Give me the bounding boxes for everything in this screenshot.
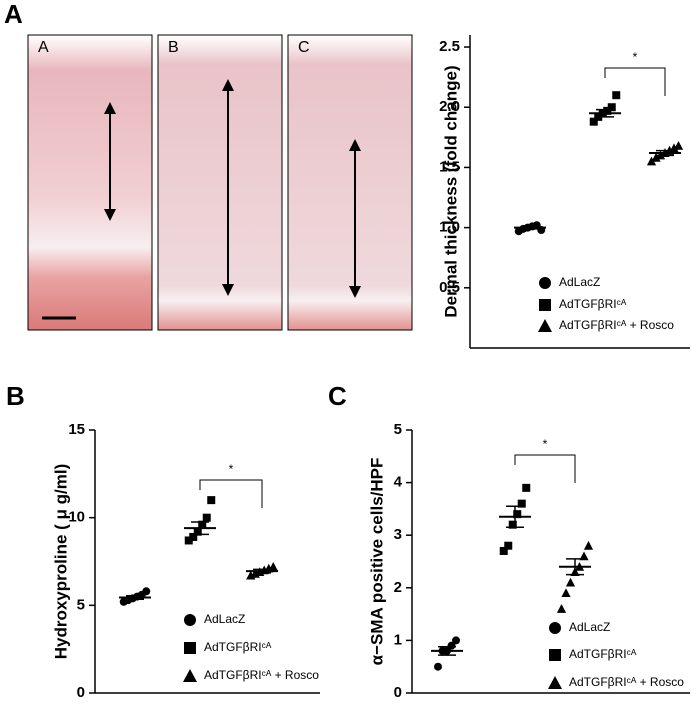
panel-label: C — [328, 381, 347, 411]
dot — [434, 662, 442, 671]
legend-label: AdTGFβRIᶜᴬ — [204, 640, 272, 654]
dot — [202, 513, 211, 522]
y-tick-label: 15 — [68, 421, 85, 438]
dot — [646, 156, 657, 166]
dot — [142, 587, 151, 596]
y-tick-label: 1.5 — [439, 158, 460, 175]
dot — [452, 636, 460, 645]
y-tick-label: 5 — [77, 596, 85, 613]
y-tick-label: 2 — [394, 579, 402, 596]
dot — [589, 117, 598, 126]
legend-label: AdTGFβRIᶜᴬ — [569, 647, 637, 661]
image-b — [157, 34, 283, 331]
legend-marker — [539, 299, 551, 311]
panel-label: B — [6, 381, 25, 411]
y-tick-label: 3 — [394, 526, 402, 543]
panel-label: A — [4, 0, 23, 29]
legend-marker — [549, 649, 561, 661]
dot — [651, 152, 661, 162]
image-label: B — [168, 39, 179, 56]
y-axis-label: α−SMA positive cells/HPF — [367, 458, 386, 666]
y-tick-label: 0.5 — [439, 279, 460, 296]
significance-label: * — [229, 462, 234, 476]
legend-label: AdLacZ — [559, 275, 600, 289]
y-tick-label: 10 — [68, 509, 85, 526]
dot — [499, 546, 508, 555]
legend-label: AdTGFβRIᶜᴬ + Rosco — [559, 318, 674, 332]
significance-bracket — [604, 67, 666, 96]
legend-label: AdLacZ — [569, 620, 610, 634]
y-tick-label: 1 — [394, 631, 402, 648]
significance-label: * — [633, 50, 638, 64]
legend-marker — [184, 642, 196, 654]
y-tick-label: 2.5 — [439, 38, 460, 55]
legend-marker — [549, 622, 561, 634]
dot — [583, 540, 594, 550]
dot — [607, 103, 616, 112]
dot — [207, 496, 216, 505]
dot — [522, 483, 531, 492]
image-a — [27, 34, 153, 331]
legend-label: AdTGFβRIᶜᴬ + Rosco — [569, 675, 684, 689]
y-axis-label: Dermal thickness (fold change) — [441, 65, 460, 317]
dot — [198, 520, 207, 529]
dot — [447, 641, 456, 650]
legend-label: AdLacZ — [204, 612, 245, 626]
dot — [189, 532, 198, 541]
y-tick-label: 1.0 — [439, 219, 460, 236]
significance-bracket — [199, 479, 263, 508]
y-axis-label: Hydroxyproline ( μ g/ml) — [51, 464, 70, 660]
dot — [508, 520, 517, 529]
dot — [561, 588, 571, 598]
y-tick-label: 0 — [394, 684, 402, 701]
dot — [673, 140, 684, 150]
dot — [579, 551, 589, 561]
dot — [193, 527, 202, 536]
dot — [556, 604, 567, 613]
y-tick-label: 0 — [77, 684, 85, 701]
legend-marker — [548, 676, 562, 689]
dot — [513, 510, 522, 519]
dot — [603, 106, 612, 115]
image-c — [287, 34, 413, 331]
dot — [184, 536, 193, 545]
dot — [612, 91, 621, 100]
dot — [517, 499, 526, 508]
y-tick-label: 4 — [394, 474, 403, 491]
image-label: C — [298, 39, 310, 56]
legend-marker — [538, 319, 552, 332]
legend-marker — [183, 669, 197, 682]
y-tick-label: 2.0 — [439, 98, 460, 115]
legend-marker — [184, 614, 196, 626]
histology: A B C — [27, 34, 413, 331]
image-label: A — [38, 39, 49, 56]
dot — [565, 577, 576, 587]
legend-label: AdTGFβRIᶜᴬ — [559, 297, 627, 311]
significance-label: * — [543, 437, 548, 451]
dot — [504, 541, 513, 550]
dot — [268, 561, 278, 571]
legend-label: AdTGFβRIᶜᴬ + Rosco — [204, 668, 319, 682]
legend-marker — [539, 277, 551, 289]
y-tick-label: 5 — [394, 421, 402, 438]
significance-bracket — [514, 454, 576, 483]
